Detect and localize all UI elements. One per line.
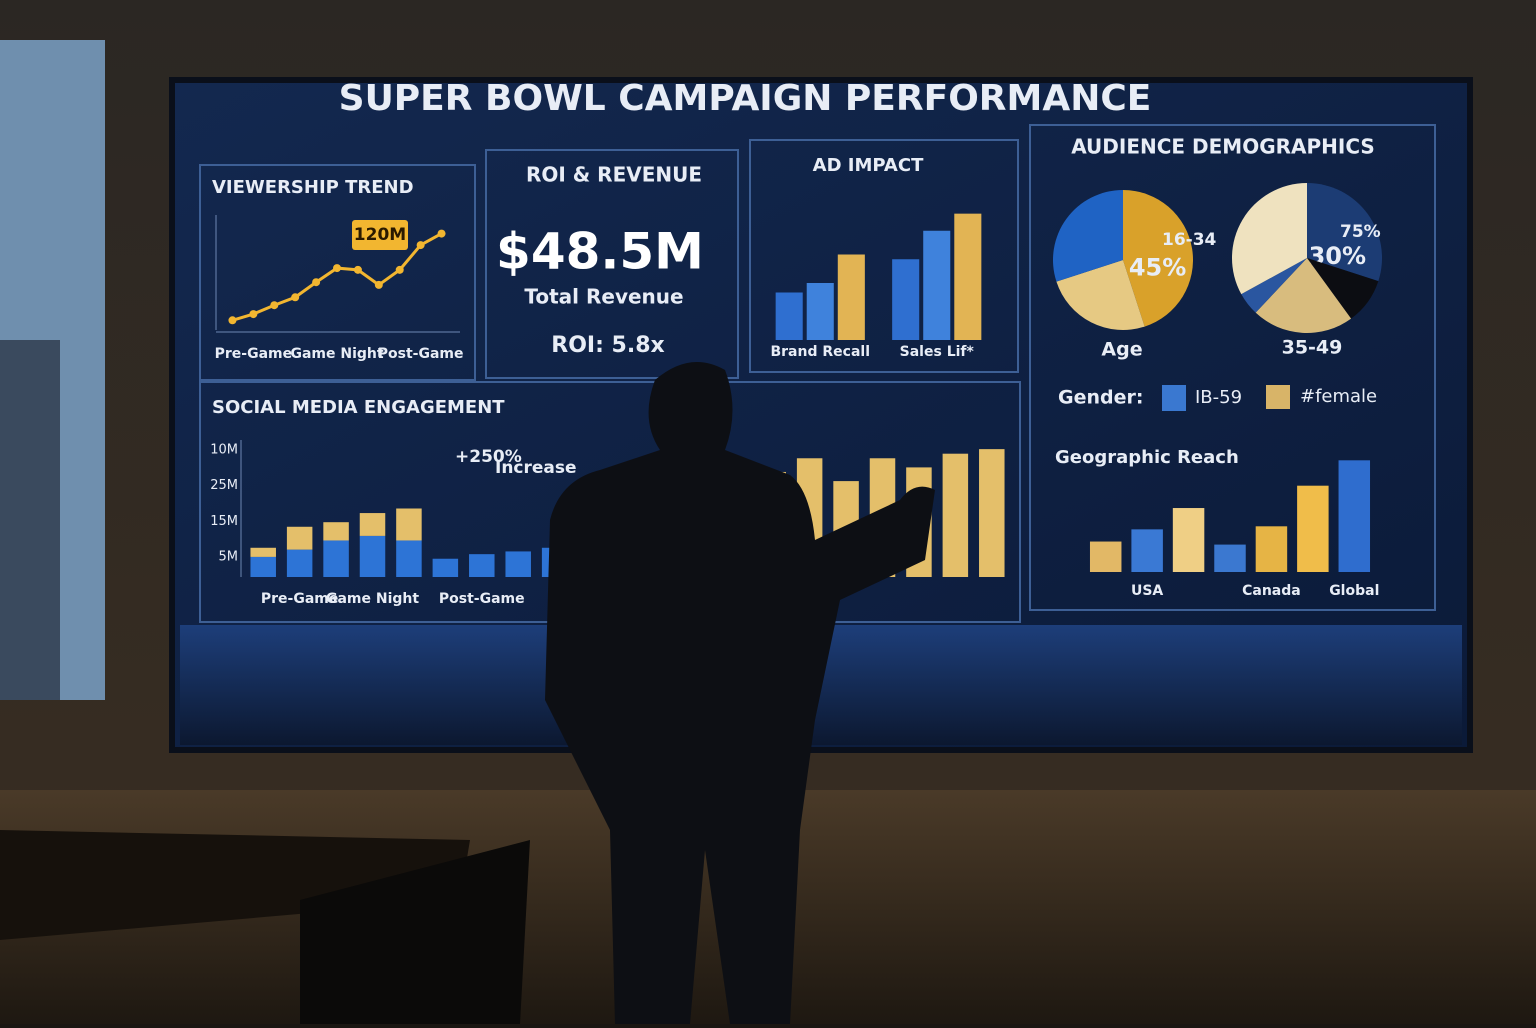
- panel-title: ROI & REVENUE: [526, 163, 702, 187]
- point: [374, 280, 383, 289]
- x-tick-label: USA: [1131, 583, 1163, 599]
- chart-title: AD IMPACT: [813, 155, 924, 176]
- bar: [837, 254, 865, 340]
- bar: [892, 259, 920, 340]
- panel: [749, 139, 1019, 373]
- point: [291, 293, 300, 302]
- x-tick-label: Pre-Game: [215, 346, 293, 362]
- bar-segment: [396, 540, 422, 577]
- bar: [1172, 508, 1205, 572]
- revenue-label: Total Revenue: [524, 285, 683, 309]
- bar-segment: [942, 453, 969, 577]
- pie-slice: [1123, 190, 1193, 327]
- x-tick-label: Canada: [1242, 583, 1301, 599]
- chair: [300, 840, 530, 1024]
- pie-slice: [1053, 190, 1123, 282]
- pie-slice: [1232, 183, 1307, 295]
- panel: [485, 149, 739, 379]
- annotation: +250%: [455, 447, 522, 467]
- annotation: 75%: [1340, 222, 1381, 242]
- window-city: [0, 340, 60, 700]
- bar: [806, 283, 834, 340]
- value-label: 45%: [1129, 254, 1186, 282]
- panel: [1029, 124, 1436, 611]
- annotation: 120M: [354, 225, 406, 245]
- point: [395, 265, 404, 274]
- point: [437, 229, 446, 238]
- bar-segment: [250, 556, 276, 577]
- bar-segment: [323, 540, 349, 577]
- bar: [1338, 460, 1371, 572]
- bar: [775, 292, 803, 340]
- x-tick-label: Post-Game: [439, 591, 525, 607]
- chart-title: SOCIAL MEDIA ENGAGEMENT: [212, 397, 505, 418]
- point: [270, 301, 279, 310]
- x-tick-label: Pre-Game: [261, 591, 339, 607]
- revenue-amount: $48.5M: [496, 223, 704, 281]
- x-tick-label: Game Night: [290, 346, 383, 362]
- legend-swatch: [1266, 385, 1290, 409]
- point: [249, 310, 258, 319]
- x-tick-label: Global: [1329, 583, 1379, 599]
- pie-slice: [1307, 183, 1382, 282]
- panel: [199, 164, 476, 381]
- legend-entry: #female: [1300, 386, 1377, 407]
- x-tick-label: Sales Lif*: [900, 344, 975, 360]
- bar-segment: [250, 547, 276, 557]
- bar-segment: [323, 522, 349, 541]
- panel-title: AUDIENCE DEMOGRAPHICS: [1071, 135, 1375, 159]
- pie-slice: [1241, 258, 1307, 313]
- x-tick-label: Brand Recall: [770, 344, 870, 360]
- bar: [923, 230, 951, 340]
- bar: [1089, 541, 1122, 572]
- bar: [1255, 526, 1288, 572]
- bar: [1214, 544, 1246, 572]
- legend-swatch: [1162, 385, 1186, 411]
- point: [312, 278, 321, 287]
- bar-segment: [396, 508, 422, 541]
- bar: [954, 213, 982, 340]
- bar-segment: [359, 513, 386, 536]
- x-tick-label: Post-Game: [378, 346, 464, 362]
- pie-slice: [1056, 260, 1145, 331]
- y-axis-label: 25M: [210, 478, 238, 493]
- y-axis-label: 15M: [210, 514, 238, 529]
- roi-text: ROI: 5.8x: [551, 333, 664, 358]
- pie-label: Age: [1101, 339, 1142, 361]
- y-axis-label: 10M: [210, 443, 238, 458]
- chart-title: VIEWERSHIP TREND: [212, 177, 414, 198]
- annotation: Increase: [495, 458, 577, 478]
- point: [416, 241, 425, 250]
- bar-segment: [286, 549, 313, 577]
- bar-segment: [359, 535, 386, 577]
- point: [353, 265, 362, 274]
- point: [228, 316, 237, 325]
- y-axis-label: 5M: [219, 550, 239, 565]
- dashboard-title: SUPER BOWL CAMPAIGN PERFORMANCE: [339, 78, 1152, 119]
- gender-label: Gender:: [1058, 387, 1143, 409]
- point: [333, 264, 341, 273]
- callout-box: [352, 220, 408, 250]
- bar: [1131, 529, 1163, 572]
- bar: [1297, 485, 1329, 572]
- x-tick-label: Game Night: [326, 591, 419, 607]
- bar-segment: [505, 551, 531, 577]
- chart-title: Geographic Reach: [1055, 447, 1239, 468]
- pie-slice: [1307, 258, 1379, 319]
- table: [0, 830, 470, 940]
- legend-entry: IB-59: [1195, 387, 1242, 408]
- bar-segment: [286, 526, 313, 550]
- bar-segment: [432, 558, 459, 577]
- pie-label: 35-49: [1282, 337, 1343, 359]
- bar-segment: [469, 554, 495, 577]
- annotation: 16-34: [1162, 230, 1217, 250]
- bar-segment: [979, 449, 1005, 577]
- pie-slice: [1255, 258, 1352, 334]
- presenter-silhouette: [545, 362, 935, 1024]
